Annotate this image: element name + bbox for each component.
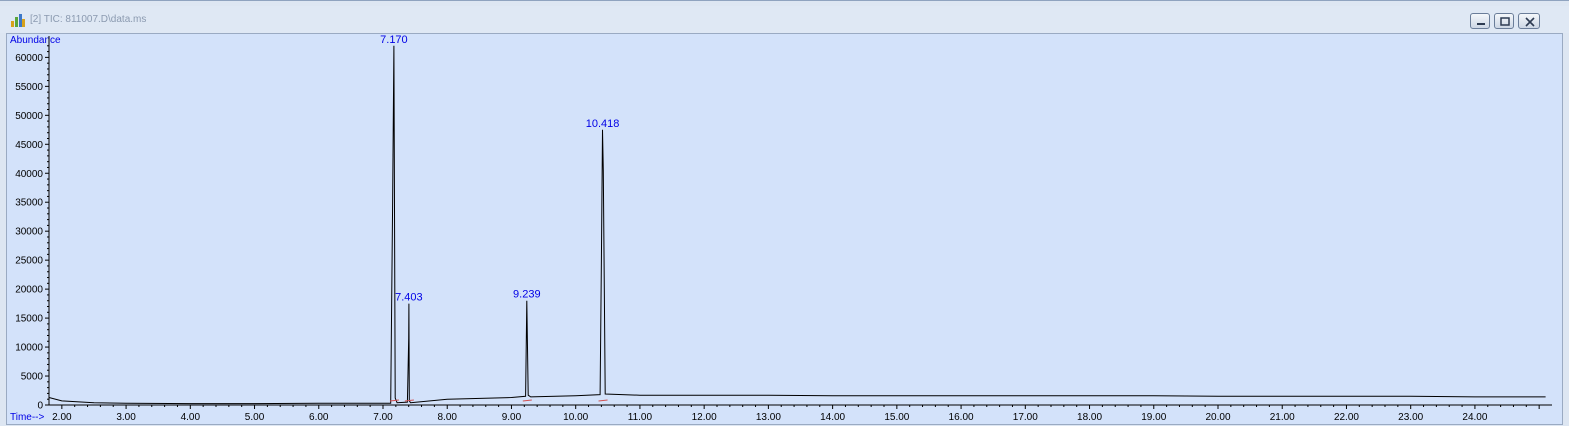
x-tick-label: 11.00 [628,412,653,423]
x-tick-label: 23.00 [1398,412,1423,423]
x-tick-label: 10.00 [563,412,588,423]
x-tick-label: 6.00 [309,412,329,423]
x-tick-label: 5.00 [245,412,265,423]
peak-label: 7.170 [380,34,408,46]
peak-baseline-mark [404,399,414,402]
x-tick-label: 20.00 [1205,412,1230,423]
y-tick-label: 55000 [15,82,43,93]
x-tick-label: 21.00 [1270,412,1295,423]
x-tick-label: 2.00 [52,412,72,423]
x-tick-label: 7.00 [373,412,393,423]
x-tick-label: 18.00 [1077,412,1102,423]
peak-baseline-mark [389,399,399,402]
minimize-button[interactable] [1470,13,1490,29]
chromatogram-svg: Abundance Time--> 0 5000 10000 15000 20000 25… [10,34,1552,423]
y-tick-label: 30000 [15,227,43,238]
y-tick-label: 35000 [15,198,43,209]
x-tick-label: 12.00 [692,412,717,423]
x-tick-label: 17.00 [1013,412,1038,423]
y-tick-label: 60000 [15,53,43,64]
y-tick-label: 5000 [21,372,44,383]
tic-series-line [48,45,1546,405]
y-tick-label: 10000 [15,343,43,354]
close-button[interactable] [1518,13,1540,29]
x-tick-label: 16.00 [949,412,974,423]
peak-baseline-mark [598,399,608,402]
peak-label: 10.418 [586,118,620,130]
window-title: [2] TIC: 811007.D\data.ms [30,14,147,25]
chromatogram-plot[interactable]: Abundance Time--> 0 5000 10000 15000 20000 25… [6,33,1563,425]
restore-button[interactable] [1494,13,1514,29]
peak-labels: 7.170 7.403 9.239 10.418 [380,34,620,402]
x-tick-label: 9.00 [502,412,522,423]
restore-icon [1500,17,1510,26]
chromatogram-app-icon [11,14,25,27]
x-tick-label: 8.00 [437,412,457,423]
x-tick-label: 19.00 [1141,412,1166,423]
minimize-icon [1477,23,1485,25]
x-tick-label: 22.00 [1334,412,1359,423]
axes: 0 5000 10000 15000 20000 25000 30000 35000 40000… [15,36,1552,423]
y-tick-label: 40000 [15,169,43,180]
close-icon [1525,17,1535,27]
y-tick-label: 50000 [15,111,43,122]
window-titlebar[interactable]: [2] TIC: 811007.D\data.ms [0,6,1569,33]
y-axis-label: Abundance [10,35,61,46]
y-tick-label: 20000 [15,285,43,296]
peak-baseline-mark [522,399,532,402]
peak-label: 7.403 [395,292,423,304]
x-tick-label: 24.00 [1462,412,1487,423]
x-tick-label: 13.00 [756,412,781,423]
peak-label: 9.239 [513,289,541,301]
y-tick-label: 45000 [15,140,43,151]
y-tick-label: 0 [37,401,43,412]
x-tick-label: 3.00 [116,412,136,423]
y-tick-label: 25000 [15,256,43,267]
tic-trace [48,45,1546,405]
x-tick-label: 4.00 [181,412,201,423]
x-axis-label: Time--> [10,412,45,423]
y-tick-label: 15000 [15,314,43,325]
x-tick-label: 15.00 [884,412,909,423]
x-tick-label: 14.00 [820,412,845,423]
